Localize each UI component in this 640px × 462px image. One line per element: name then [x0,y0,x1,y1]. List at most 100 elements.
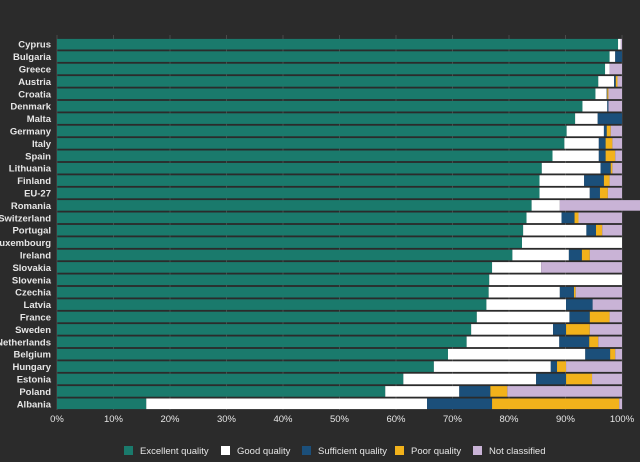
legend-label: Poor quality [411,446,461,457]
bar-estonia-sufficient-quality [536,373,567,385]
bar-ireland-excellent-quality [57,249,513,261]
bar-sweden-poor-quality [566,324,590,335]
bar-denmark-sufficient-quality [607,100,609,112]
bar-croatia-good-quality [595,88,607,100]
bar-czechia-excellent-quality [57,286,489,298]
bar-switzerland-poor-quality [574,212,579,224]
bar-finland-sufficient-quality [584,175,604,186]
bar-finland-good-quality [539,175,585,186]
country-label: Lithuania [9,164,52,175]
bar-france-good-quality [476,311,570,323]
country-label: Slovenia [12,275,52,286]
country-label: Albania [17,399,52,410]
bar-estonia-excellent-quality [57,373,404,385]
bar-bulgaria-sufficient-quality [615,51,622,62]
bar-france-not-classified [609,311,622,323]
bar-netherlands-sufficient-quality [559,336,590,348]
bar-ireland-poor-quality [581,249,590,261]
country-label: Luxembourg [0,238,51,249]
bar-denmark-not-classified [608,100,622,112]
bar-ireland-good-quality [512,249,569,261]
bar-france-sufficient-quality [569,311,590,323]
bar-austria-poor-quality [615,76,618,87]
bars [57,38,640,410]
country-label: Croatia [18,89,51,100]
bar-lithuania-poor-quality [610,162,613,174]
bar-portugal-good-quality [523,224,587,236]
bar-czechia-poor-quality [573,286,576,298]
bar-eu-27-sufficient-quality [589,187,600,199]
bar-denmark-excellent-quality [57,100,583,112]
bar-slovenia-good-quality [489,274,622,286]
bar-cyprus-not-classified [620,38,622,50]
country-label: Czechia [15,288,52,299]
bar-poland-poor-quality [490,386,508,397]
x-tick-label: 100% [610,414,635,425]
bar-germany-poor-quality [606,125,611,137]
bar-slovenia-excellent-quality [57,274,490,286]
country-label: Sweden [15,325,51,336]
x-tick-label: 0% [50,414,64,425]
bar-germany-good-quality [566,125,604,137]
bar-greece-good-quality [605,63,610,75]
bar-spain-poor-quality [605,150,616,162]
bar-finland-excellent-quality [57,175,540,186]
legend-swatch-good-quality [221,446,230,455]
bar-belgium-poor-quality [610,348,616,360]
bar-romania-excellent-quality [57,200,532,211]
bar-bulgaria-good-quality [609,51,616,62]
bar-luxembourg-good-quality [521,237,622,248]
bar-italy-not-classified [612,138,622,149]
bar-bulgaria-excellent-quality [57,51,610,62]
bar-switzerland-sufficient-quality [561,212,575,224]
bar-latvia-excellent-quality [57,299,487,310]
bar-poland-not-classified [507,386,622,397]
bar-romania-good-quality [531,200,560,211]
legend-swatch-excellent-quality [124,446,133,455]
bar-netherlands-good-quality [466,336,560,348]
legend-label: Sufficient quality [318,446,387,457]
bar-slovakia-good-quality [492,262,542,273]
x-tick-label: 80% [499,414,519,425]
bar-sweden-sufficient-quality [553,324,567,335]
country-label: Bulgaria [13,52,52,63]
bar-luxembourg-excellent-quality [57,237,522,248]
bar-eu-27-excellent-quality [57,187,540,199]
bar-portugal-poor-quality [596,224,603,236]
bar-malta-sufficient-quality [597,113,622,124]
bar-croatia-sufficient-quality [606,88,608,100]
bar-spain-excellent-quality [57,150,553,162]
x-tick-label: 50% [330,414,350,425]
bar-finland-poor-quality [603,175,610,186]
bar-switzerland-not-classified [578,212,622,224]
bar-italy-excellent-quality [57,138,565,149]
bar-czechia-not-classified [575,286,622,298]
legend-label: Excellent quality [140,446,209,457]
bar-germany-not-classified [610,125,622,137]
country-label: Belgium [14,350,51,361]
bar-spain-good-quality [552,150,599,162]
bar-albania-not-classified [619,398,622,410]
bar-eu-27-poor-quality [599,187,608,199]
bar-czechia-good-quality [488,286,560,298]
legend-swatch-sufficient-quality [302,446,311,455]
bar-germany-excellent-quality [57,125,567,137]
country-label: Romania [11,201,52,212]
bar-croatia-not-classified [608,88,622,100]
bar-greece-not-classified [609,63,622,75]
bar-belgium-not-classified [615,348,622,360]
bar-albania-poor-quality [492,398,620,410]
bar-italy-poor-quality [605,138,613,149]
legend: Excellent quality Good quality Sufficient … [124,446,546,457]
bar-lithuania-good-quality [541,162,601,174]
bar-austria-not-classified [617,76,622,87]
bar-switzerland-good-quality [526,212,562,224]
bar-austria-sufficient-quality [614,76,616,87]
country-label: Italy [32,139,52,150]
bar-sweden-good-quality [471,324,554,335]
bar-portugal-not-classified [602,224,622,236]
bar-netherlands-not-classified [598,336,622,348]
country-label: Portugal [12,226,51,237]
bar-estonia-not-classified [592,373,622,385]
